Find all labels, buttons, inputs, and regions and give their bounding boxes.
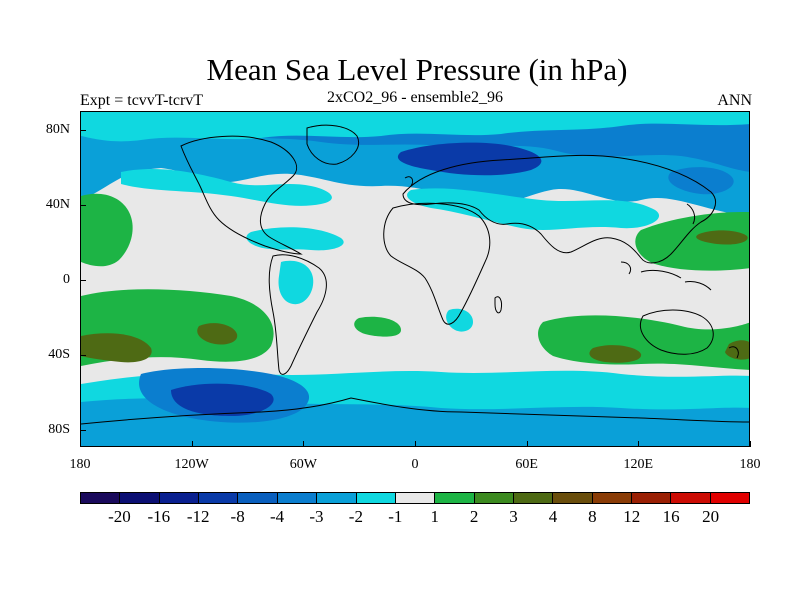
colorbar-tick-label: -4 bbox=[269, 507, 285, 526]
colorbar-tick-label: -16 bbox=[147, 507, 171, 526]
colorbar-tick-label: -1 bbox=[388, 507, 403, 526]
colorbar-swatch bbox=[159, 493, 200, 503]
colorbar-swatch bbox=[435, 493, 475, 503]
latitude-tick bbox=[80, 430, 86, 431]
colorbar bbox=[80, 492, 750, 504]
colorbar-swatch bbox=[395, 493, 436, 503]
colorbar-swatch bbox=[277, 493, 318, 503]
longitude-tick bbox=[80, 441, 81, 447]
colorbar-tick-label: 2 bbox=[469, 507, 479, 526]
south-africa-weak-negative bbox=[446, 308, 473, 332]
new-zealand-strong-positive bbox=[725, 340, 749, 360]
longitude-tick-label: 60E bbox=[515, 457, 538, 472]
colorbar-swatch bbox=[120, 493, 160, 503]
longitude-tick bbox=[750, 441, 751, 447]
longitude-tick-label: 120E bbox=[623, 457, 654, 472]
longitude-tick-label: 60W bbox=[289, 457, 317, 472]
map-title: Mean Sea Level Pressure (in hPa) bbox=[206, 52, 628, 87]
north-pacific-east-positive bbox=[81, 193, 133, 267]
colorbar-swatch bbox=[238, 493, 278, 503]
greenland-coast bbox=[306, 124, 359, 165]
north-pacific-west-strong-positive bbox=[696, 230, 748, 245]
colorbar-tick-label: -2 bbox=[348, 507, 363, 526]
south-america-weak-negative bbox=[278, 260, 314, 305]
south-pacific-strong-positive bbox=[81, 333, 152, 363]
longitude-tick-label: 0 bbox=[411, 457, 419, 472]
longitude-tick-label: 120W bbox=[174, 457, 209, 472]
australia-coast bbox=[639, 309, 714, 355]
new-zealand-coast bbox=[728, 346, 739, 359]
latitude-tick bbox=[80, 205, 86, 206]
latitude-tick bbox=[80, 280, 86, 281]
north-atlantic-weak-negative bbox=[121, 169, 332, 206]
colorbar-tick-label: -12 bbox=[186, 507, 210, 526]
coastlines bbox=[81, 124, 749, 425]
south-pacific-strong-positive-2 bbox=[197, 323, 238, 345]
siberia-strong-negative bbox=[397, 142, 542, 176]
colorbar-swatch bbox=[199, 493, 239, 503]
indian-ocean-strong-positive bbox=[589, 345, 642, 363]
japan-coast bbox=[686, 203, 696, 225]
africa-coast bbox=[383, 202, 491, 325]
latitude-tick-label: 40S bbox=[48, 347, 70, 362]
indonesia-coast bbox=[620, 261, 712, 291]
colorbar-tick-label: -8 bbox=[230, 507, 245, 526]
pacific-south-peak-negative bbox=[171, 383, 274, 416]
longitude-tick bbox=[638, 441, 640, 447]
colorbar-swatch bbox=[671, 493, 711, 503]
latitude-tick bbox=[80, 130, 86, 131]
experiment-label: Expt = tcvvT-tcrvT bbox=[80, 92, 204, 109]
colorbar-swatch bbox=[317, 493, 357, 503]
arctic-weak-negative bbox=[81, 112, 749, 142]
colorbar-swatch bbox=[356, 493, 396, 503]
north-pacific-west-positive bbox=[635, 212, 749, 271]
madagascar-coast bbox=[494, 296, 502, 314]
colorbar-tick-label: -20 bbox=[108, 507, 131, 526]
latitude-tick-label: 80S bbox=[48, 422, 70, 437]
colorbar-swatch bbox=[553, 493, 593, 503]
colorbar-tick-label: 16 bbox=[662, 507, 680, 526]
north-america-coast bbox=[180, 135, 303, 255]
colorbar-swatch bbox=[632, 493, 672, 503]
period-label: ANN bbox=[717, 92, 752, 109]
eurasia-coast bbox=[402, 154, 716, 264]
longitude-tick-label: 180 bbox=[69, 457, 91, 472]
run-label: 2xCO2_96 - ensemble2_96 bbox=[327, 89, 503, 106]
colorbar-tick-label: 8 bbox=[588, 507, 597, 526]
colorbar-tick-label: 12 bbox=[623, 507, 641, 526]
atlantic-tropical-weak-negative bbox=[246, 227, 344, 251]
colorbar-swatch bbox=[513, 493, 554, 503]
pacific-north-negative bbox=[668, 167, 734, 195]
latitude-tick-label: 40N bbox=[45, 197, 70, 212]
map-canvas bbox=[81, 112, 749, 446]
south-america-coast bbox=[268, 254, 327, 375]
colorbar-tick-label: -3 bbox=[309, 507, 324, 526]
colorbar-swatch bbox=[592, 493, 633, 503]
eurasia-weak-negative bbox=[407, 188, 660, 230]
south-atlantic-positive bbox=[354, 316, 401, 337]
colorbar-tick-label: 3 bbox=[509, 507, 518, 526]
antarctica-coast bbox=[81, 397, 749, 425]
colorbar-tick-label: 4 bbox=[548, 507, 558, 526]
longitude-tick-label: 180 bbox=[739, 457, 761, 472]
latitude-tick bbox=[80, 355, 86, 356]
latitude-tick-label: 80N bbox=[45, 122, 70, 137]
colorbar-swatch bbox=[710, 493, 750, 503]
longitude-tick bbox=[415, 441, 416, 447]
longitude-tick bbox=[191, 441, 193, 447]
colorbar-swatch bbox=[474, 493, 514, 503]
colorbar-tick-label: 20 bbox=[702, 507, 720, 526]
colorbar-swatch bbox=[81, 493, 121, 503]
uk-coast bbox=[404, 176, 414, 187]
colorbar-tick-label: 1 bbox=[430, 507, 439, 526]
longitude-tick bbox=[526, 441, 528, 447]
latitude-tick-label: 0 bbox=[63, 272, 70, 287]
pressure-map bbox=[80, 111, 750, 447]
longitude-tick bbox=[303, 441, 305, 447]
